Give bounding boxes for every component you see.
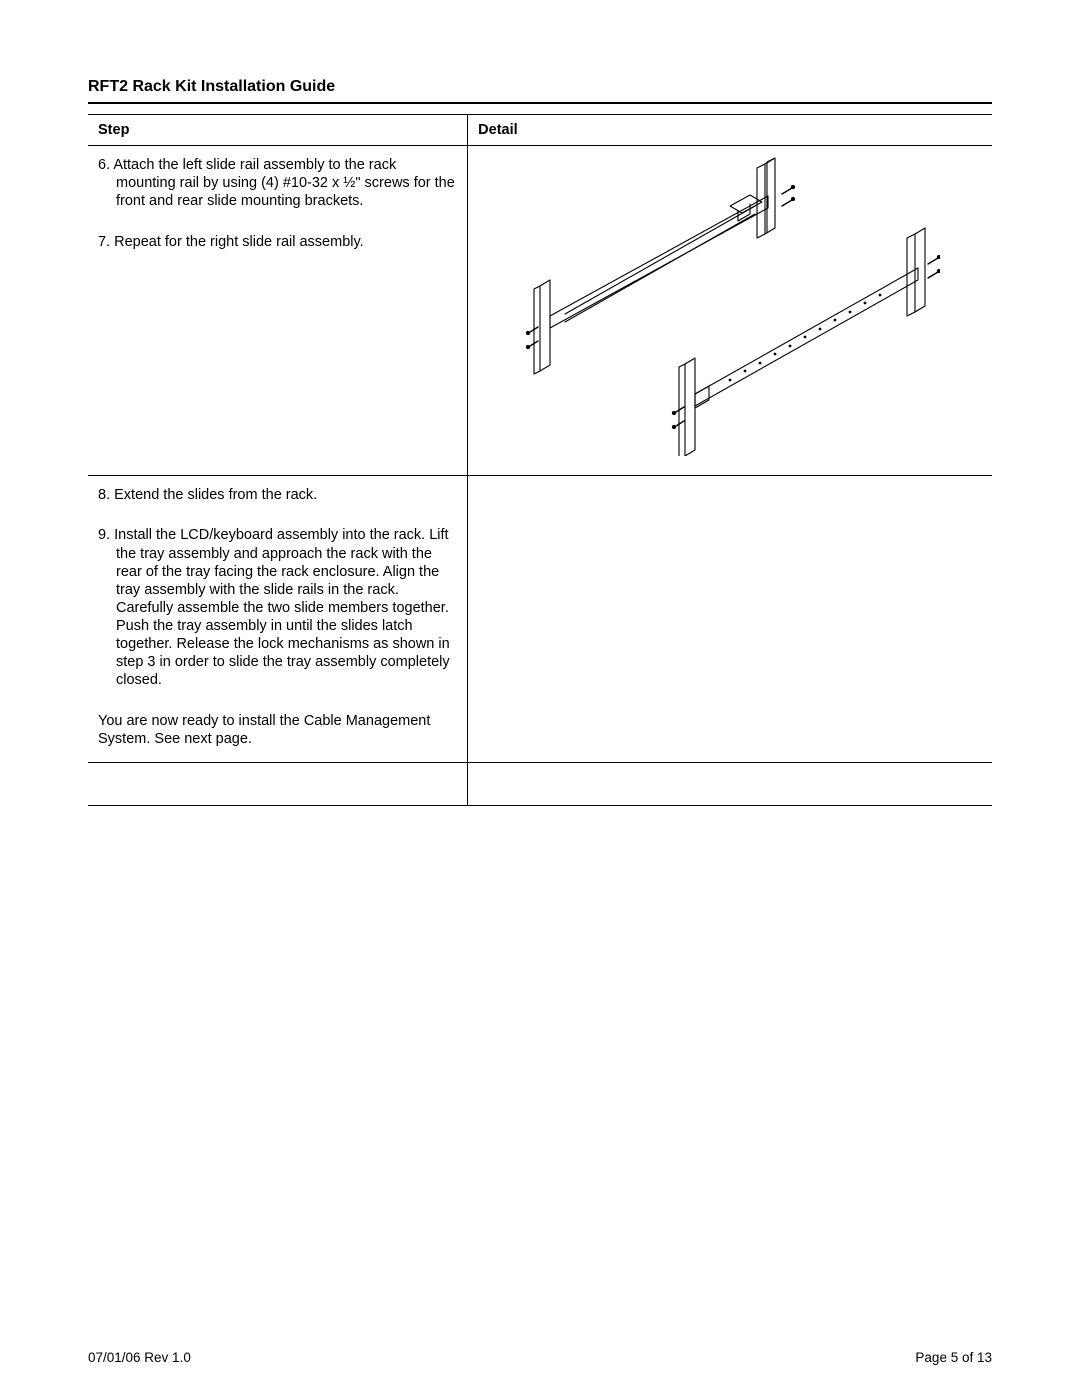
step-cell: 8. Extend the slides from the rack. 9. I… — [88, 476, 468, 763]
step-7-text: 7. Repeat for the right slide rail assem… — [98, 233, 457, 251]
page: RFT2 Rack Kit Installation Guide Step De… — [0, 0, 1080, 1397]
table-header-row: Step Detail — [88, 115, 992, 146]
spacer — [98, 273, 457, 433]
page-footer: 07/01/06 Rev 1.0 Page 5 of 13 — [88, 1350, 992, 1365]
footer-date-rev: 07/01/06 Rev 1.0 — [88, 1350, 191, 1365]
step-6-text: 6. Attach the left slide rail assembly t… — [98, 156, 457, 210]
rack-rail-diagram — [520, 156, 940, 456]
empty-detail-cell — [468, 762, 992, 805]
step-8-text: 8. Extend the slides from the rack. — [98, 486, 457, 504]
step-cell: 6. Attach the left slide rail assembly t… — [88, 146, 468, 476]
table-row — [88, 762, 992, 805]
col-header-detail: Detail — [468, 115, 992, 146]
col-header-step: Step — [88, 115, 468, 146]
instruction-table: Step Detail 6. Attach the left slide rai… — [88, 114, 992, 806]
closing-note: You are now ready to install the Cable M… — [98, 712, 457, 748]
detail-cell-diagram — [468, 146, 992, 476]
detail-cell-empty — [468, 476, 992, 763]
footer-page-number: Page 5 of 13 — [915, 1350, 992, 1365]
page-title: RFT2 Rack Kit Installation Guide — [88, 78, 992, 96]
step-9-text: 9. Install the LCD/keyboard assembly int… — [98, 526, 457, 689]
empty-step-cell — [88, 762, 468, 805]
table-row: 8. Extend the slides from the rack. 9. I… — [88, 476, 992, 763]
title-rule — [88, 102, 992, 104]
table-row: 6. Attach the left slide rail assembly t… — [88, 146, 992, 476]
